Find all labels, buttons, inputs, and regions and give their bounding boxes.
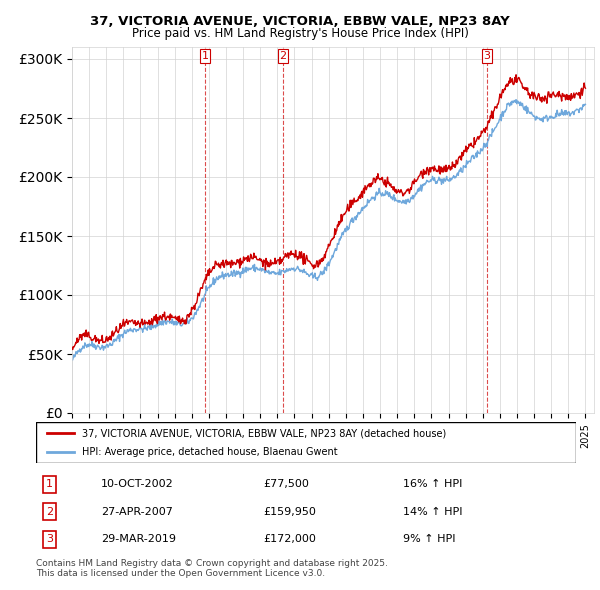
Text: 1: 1 (46, 480, 53, 490)
Text: 10-OCT-2002: 10-OCT-2002 (101, 480, 173, 490)
Text: 2: 2 (279, 51, 286, 61)
Text: 37, VICTORIA AVENUE, VICTORIA, EBBW VALE, NP23 8AY: 37, VICTORIA AVENUE, VICTORIA, EBBW VALE… (90, 15, 510, 28)
Text: £77,500: £77,500 (263, 480, 308, 490)
Text: 3: 3 (484, 51, 490, 61)
Text: 16% ↑ HPI: 16% ↑ HPI (403, 480, 463, 490)
FancyBboxPatch shape (36, 422, 576, 463)
Text: £172,000: £172,000 (263, 534, 316, 544)
Text: Contains HM Land Registry data © Crown copyright and database right 2025.
This d: Contains HM Land Registry data © Crown c… (36, 559, 388, 578)
Text: 2: 2 (46, 507, 53, 517)
Text: 29-MAR-2019: 29-MAR-2019 (101, 534, 176, 544)
Text: 3: 3 (46, 534, 53, 544)
Text: 37, VICTORIA AVENUE, VICTORIA, EBBW VALE, NP23 8AY (detached house): 37, VICTORIA AVENUE, VICTORIA, EBBW VALE… (82, 428, 446, 438)
Text: Price paid vs. HM Land Registry's House Price Index (HPI): Price paid vs. HM Land Registry's House … (131, 27, 469, 40)
Text: £159,950: £159,950 (263, 507, 316, 517)
Text: 9% ↑ HPI: 9% ↑ HPI (403, 534, 456, 544)
Text: 27-APR-2007: 27-APR-2007 (101, 507, 173, 517)
Text: HPI: Average price, detached house, Blaenau Gwent: HPI: Average price, detached house, Blae… (82, 447, 338, 457)
Text: 1: 1 (202, 51, 209, 61)
Text: 14% ↑ HPI: 14% ↑ HPI (403, 507, 463, 517)
